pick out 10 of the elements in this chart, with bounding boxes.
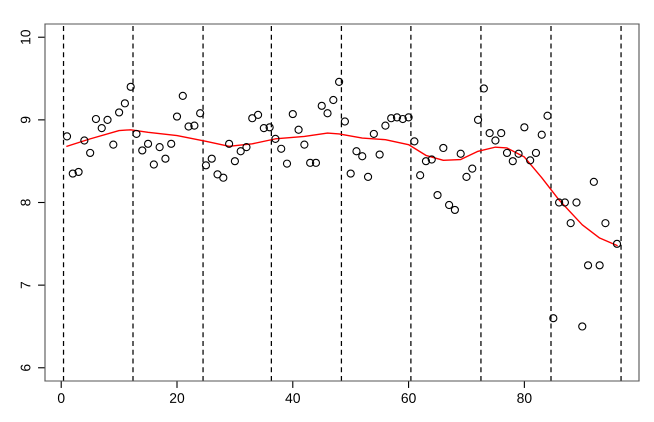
x-tick-label: 40 [285,393,300,404]
y-tick-label: 10 [20,30,30,44]
x-tick-label: 0 [58,393,65,404]
x-tick-label: 80 [517,393,532,404]
y-tick-label: 7 [20,282,30,288]
y-tick-label: 6 [20,364,30,371]
y-tick-label: 8 [20,199,30,206]
y-tick-label: 9 [20,116,30,124]
x-tick-label: 20 [170,393,184,404]
x-tick-label: 60 [402,393,416,404]
